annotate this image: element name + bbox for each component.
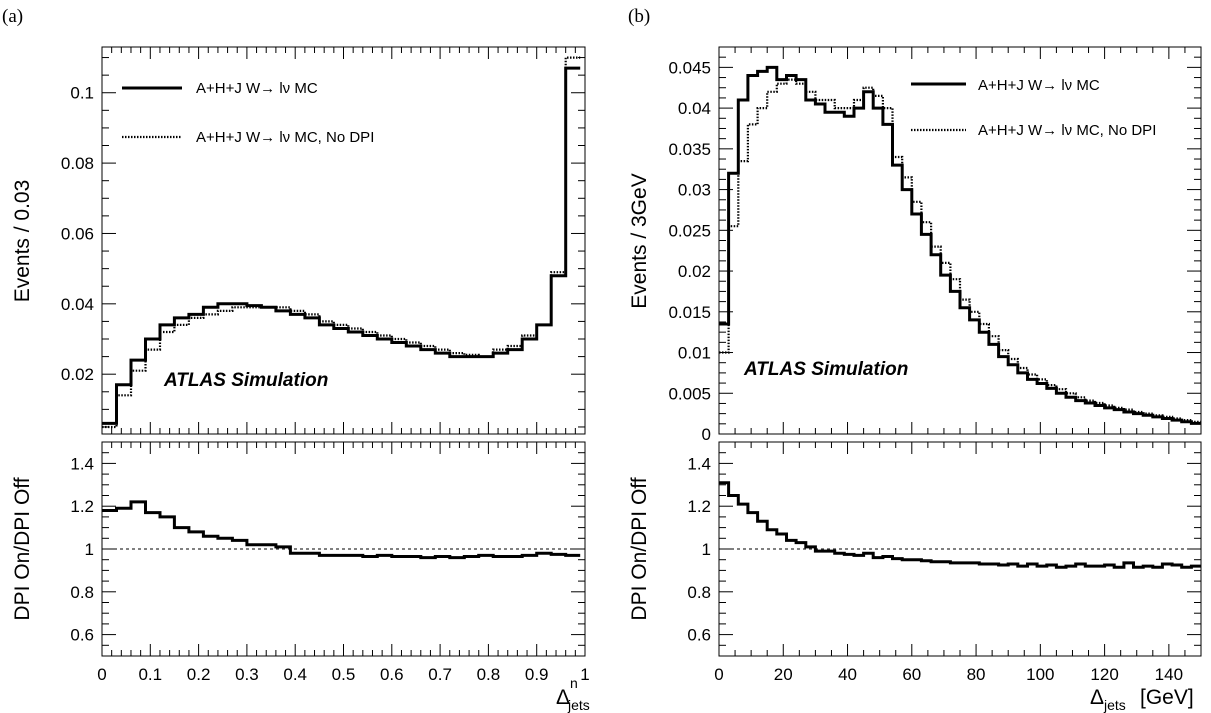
panel-label-b: (b) <box>628 6 650 27</box>
panel-b-main-y-tick-labels: 0 0.005 0.01 0.015 0.02 0.025 0.03 0.035 0.04 0.0… <box>668 58 711 444</box>
panel-b-x-tick-label: 120 <box>1090 665 1118 684</box>
panel-a-ratio-line <box>102 500 581 560</box>
panel-b-ratio-y-tick-label: 0.8 <box>687 583 711 602</box>
panel-b-series-mc-line <box>719 65 1201 425</box>
panel-a-main-frame <box>101 46 586 435</box>
panel-b-series-nodpi-line <box>719 78 1201 423</box>
panel-b-x-tick-label: 60 <box>902 665 921 684</box>
panel-b-ratio-line <box>719 481 1201 569</box>
panel-a-ratio-y-tick-label: 1.2 <box>70 497 94 516</box>
panel-a-y-tick-label: 0.06 <box>61 224 94 243</box>
panel-b-legend: A+H+J W→ lν MC A+H+J W→ lν MC, No DPI <box>911 77 1156 139</box>
panel-b-atlas-label: ATLAS Simulation <box>743 359 908 380</box>
panel-a-ratio-y-tick-label: 1 <box>85 540 94 559</box>
panel-a-x-tick-label: 0.8 <box>477 665 501 684</box>
panel-b-x-tick-labels: 0 20 40 60 80 100 120 140 <box>714 665 1183 684</box>
panel-a-x-tick-label: 0.5 <box>332 665 356 684</box>
panel-b-x-tick-label: 20 <box>774 665 793 684</box>
panel-b-legend-mc-label: A+H+J W→ lν MC <box>978 77 1100 94</box>
panel-b-x-axis-title-subscript: jets <box>1103 697 1126 713</box>
panel-label-a: (a) <box>2 6 23 27</box>
panel-b-ratio-frame <box>718 441 1202 657</box>
panel-b-y-tick-label: 0.025 <box>668 221 711 240</box>
panel-a-y-tick-label: 0.04 <box>61 295 94 314</box>
panel-b-y-tick-label: 0.03 <box>678 181 711 200</box>
panel-b-ratio-y-axis-title: DPI On/DPI Off <box>628 477 651 620</box>
panel-a-y-tick-label: 0.1 <box>70 84 94 103</box>
panel-a-ratio-y-tick-label: 0.6 <box>70 626 94 645</box>
panel-b-ratio-y-tick-label: 1 <box>702 540 711 559</box>
panel-b-y-axis-title: Events / 3GeV <box>628 173 651 308</box>
panel-a-atlas-label: ATLAS Simulation <box>163 370 328 391</box>
panel-a-ratio-y-tick-label: 1.4 <box>70 454 94 473</box>
panel-a-ratio-y-tick-label: 0.8 <box>70 583 94 602</box>
panel-b-y-tick-label: 0.045 <box>668 58 711 77</box>
panel-a-x-tick-label: 0 <box>97 665 106 684</box>
panel-b-x-tick-label: 100 <box>1026 665 1054 684</box>
panel-b-y-tick-label: 0.04 <box>678 99 711 118</box>
panel-a-x-tick-label: 0.4 <box>283 665 307 684</box>
panel-b-y-tick-label: 0 <box>702 425 711 444</box>
panel-a-ratio-frame <box>101 441 586 657</box>
panel-a-x-tick-label: 1 <box>580 665 589 684</box>
panel-b-x-tick-label: 40 <box>838 665 857 684</box>
panel-a-x-tick-label: 0.9 <box>525 665 549 684</box>
panel-a-x-axis-title-subscript: jets <box>567 697 590 713</box>
panel-a-x-tick-labels: 0 0.1 0.2 0.3 0.4 0.5 0.6 0.7 0.8 0.9 1 <box>97 665 589 684</box>
panel-b-main-frame <box>718 46 1202 435</box>
panel-b-ratio-y-tick-label: 1.4 <box>687 454 711 473</box>
panel-a-main-y-tick-labels: 0.02 0.04 0.06 0.08 0.1 <box>61 84 94 384</box>
panel-a-x-axis-title-superscript: n <box>570 675 578 691</box>
panel-b-x-axis-title: Δ jets [GeV] <box>1090 686 1194 713</box>
panel-a-legend-nodpi-label: A+H+J W→ lν MC, No DPI <box>196 129 374 146</box>
panel-b-y-tick-label: 0.02 <box>678 262 711 281</box>
panel-a-ratio-y-axis-title: DPI On/DPI Off <box>11 477 34 620</box>
panel-a-x-axis-title-symbol: Δ <box>556 686 570 709</box>
panel-a-x-tick-label: 0.2 <box>187 665 211 684</box>
panel-a-x-axis-title: Δ n jets <box>556 675 590 713</box>
panel-a-y-axis-title: Events / 0.03 <box>11 180 34 303</box>
panel-b-ratio-y-tick-label: 1.2 <box>687 497 711 516</box>
panel-a-ratio-y-tick-labels: 0.6 0.8 1 1.2 1.4 <box>70 454 94 644</box>
panel-b-x-axis-title-symbol: Δ <box>1090 686 1104 709</box>
panel-b-main-ticks <box>718 46 1202 435</box>
panel-a-x-tick-label: 0.6 <box>380 665 404 684</box>
panel-b-x-tick-label: 140 <box>1155 665 1183 684</box>
panel-a-y-tick-label: 0.08 <box>61 154 94 173</box>
panel-b-ratio-y-tick-label: 0.6 <box>687 626 711 645</box>
panel-a-x-tick-label: 0.3 <box>235 665 259 684</box>
panel-a-main-ticks <box>101 47 586 434</box>
panel-b-y-tick-label: 0.015 <box>668 303 711 322</box>
panel-a-series-mc-line <box>102 66 581 425</box>
panel-b-ratio-y-tick-labels: 0.6 0.8 1 1.2 1.4 <box>687 454 711 644</box>
panel-b: (b) 0 0.005 0.01 0.015 0.02 0.025 0.03 0.035 0.0… <box>628 6 1202 713</box>
panel-b-legend-nodpi-label: A+H+J W→ lν MC, No DPI <box>978 122 1156 139</box>
panel-b-x-axis-title-unit: [GeV] <box>1140 686 1194 709</box>
panel-a-x-tick-label: 0.1 <box>138 665 162 684</box>
panel-a-legend: A+H+J W→ lν MC A+H+J W→ lν MC, No DPI <box>122 80 374 146</box>
panel-b-y-tick-label: 0.035 <box>668 140 711 159</box>
panel-a-legend-mc-label: A+H+J W→ lν MC <box>196 80 318 97</box>
panel-b-x-tick-label: 0 <box>714 665 723 684</box>
panel-b-x-tick-label: 80 <box>967 665 986 684</box>
panel-a-x-tick-label: 0.7 <box>428 665 452 684</box>
panel-b-y-tick-label: 0.01 <box>678 344 711 363</box>
panel-b-y-tick-label: 0.005 <box>668 384 711 403</box>
panel-a-y-tick-label: 0.02 <box>61 365 94 384</box>
